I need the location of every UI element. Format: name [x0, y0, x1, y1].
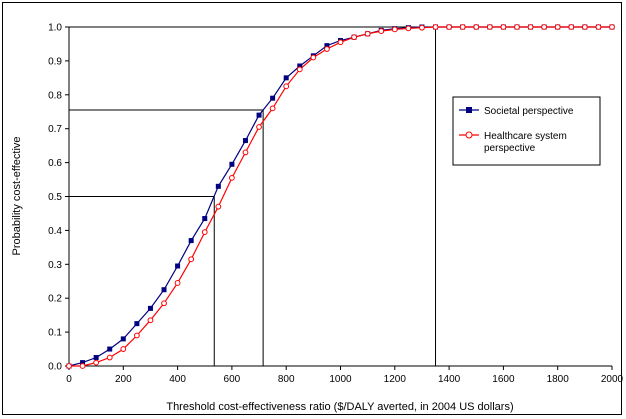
healthcare-point	[311, 55, 316, 60]
x-tick-label: 0	[66, 374, 72, 385]
x-tick-label: 1400	[438, 374, 461, 385]
healthcare-point	[365, 31, 370, 36]
x-tick-label: 800	[278, 374, 295, 385]
healthcare-point	[270, 106, 275, 111]
healthcare-point	[148, 318, 153, 323]
healthcare-point	[474, 25, 479, 30]
healthcare-point	[230, 175, 235, 180]
healthcare-point	[202, 230, 207, 235]
y-tick-label: 0.7	[48, 124, 62, 135]
societal-point	[257, 113, 262, 118]
x-ticks: 0 200 400 600 800 1000 1200 1400 1600 1800 2000	[66, 366, 623, 385]
healthcare-point	[284, 84, 289, 89]
y-tick-label: 0.6	[48, 158, 62, 169]
x-tick-label: 1200	[384, 374, 407, 385]
societal-point	[284, 75, 289, 80]
societal-point	[216, 184, 221, 189]
healthcare-point	[501, 25, 506, 30]
healthcare-point	[447, 25, 452, 30]
healthcare-point	[216, 204, 221, 209]
healthcare-point	[420, 25, 425, 30]
healthcare-point	[338, 40, 343, 45]
healthcare-point	[392, 27, 397, 32]
healthcare-point	[433, 25, 438, 30]
healthcare-point	[162, 301, 167, 306]
healthcare-point	[352, 35, 357, 40]
healthcare-point	[189, 257, 194, 262]
societal-point	[107, 347, 112, 352]
societal-point	[121, 336, 126, 341]
societal-point	[148, 306, 153, 311]
healthcare-point	[528, 25, 533, 30]
y-tick-label: 0.8	[48, 90, 62, 101]
societal-point	[229, 162, 234, 167]
chart-canvas: 0 200 400 600 800 1000 1200 1400 1600 1800 2000 0.…	[3, 3, 623, 416]
societal-point	[270, 96, 275, 101]
x-axis-title: Threshold cost-effectiveness ratio ($/DA…	[166, 401, 513, 413]
y-tick-label: 0.0	[48, 362, 62, 373]
healthcare-point	[80, 364, 85, 369]
y-tick-label: 0.5	[48, 192, 62, 203]
healthcare-point	[243, 150, 248, 155]
societal-point	[202, 216, 207, 221]
x-tick-label: 400	[169, 374, 186, 385]
healthcare-point	[596, 25, 601, 30]
societal-point	[162, 287, 167, 292]
healthcare-point	[107, 355, 112, 360]
y-tick-label: 1.0	[48, 23, 62, 34]
healthcare-point	[515, 25, 520, 30]
healthcare-point	[542, 25, 547, 30]
chart-frame: 0 200 400 600 800 1000 1200 1400 1600 1800 2000 0.…	[2, 2, 622, 415]
healthcare-point	[94, 360, 99, 365]
healthcare-point	[175, 281, 180, 286]
societal-point	[134, 321, 139, 326]
legend: Societal perspective Healthcare system p…	[453, 97, 600, 165]
x-tick-label: 1600	[492, 374, 515, 385]
legend-societal-marker	[466, 107, 472, 113]
healthcare-point	[582, 25, 587, 30]
healthcare-point	[134, 333, 139, 338]
healthcare-point	[610, 25, 615, 30]
healthcare-point	[379, 29, 384, 34]
y-ticks: 0.0 0.1 0.2 0.3 0.4 0.5 0.6 0.7 0.8 0.9 1.0	[48, 23, 69, 373]
healthcare-point	[406, 26, 411, 31]
healthcare-point	[257, 125, 262, 130]
healthcare-point	[121, 347, 126, 352]
societal-point	[189, 238, 194, 243]
y-axis-title: Probability cost-effective	[11, 136, 23, 255]
legend-societal-label: Societal perspective	[484, 106, 574, 117]
x-tick-label: 1800	[547, 374, 570, 385]
legend-healthcare-label-line2: perspective	[484, 143, 536, 154]
x-tick-label: 2000	[601, 374, 623, 385]
healthcare-point	[487, 25, 492, 30]
healthcare-point	[67, 364, 72, 369]
healthcare-point	[569, 25, 574, 30]
x-tick-label: 600	[224, 374, 241, 385]
legend-healthcare-marker	[466, 132, 472, 138]
x-tick-label: 200	[115, 374, 132, 385]
y-tick-label: 0.2	[48, 294, 62, 305]
societal-point	[94, 355, 99, 360]
societal-point	[243, 138, 248, 143]
legend-healthcare-label-line1: Healthcare system	[484, 131, 567, 142]
y-tick-label: 0.3	[48, 260, 62, 271]
y-tick-label: 0.1	[48, 328, 62, 339]
healthcare-point	[325, 47, 330, 52]
healthcare-point	[297, 67, 302, 72]
healthcare-point	[460, 25, 465, 30]
x-tick-label: 1000	[329, 374, 352, 385]
societal-point	[175, 263, 180, 268]
healthcare-point	[555, 25, 560, 30]
y-tick-label: 0.9	[48, 56, 62, 67]
y-tick-label: 0.4	[48, 226, 62, 237]
